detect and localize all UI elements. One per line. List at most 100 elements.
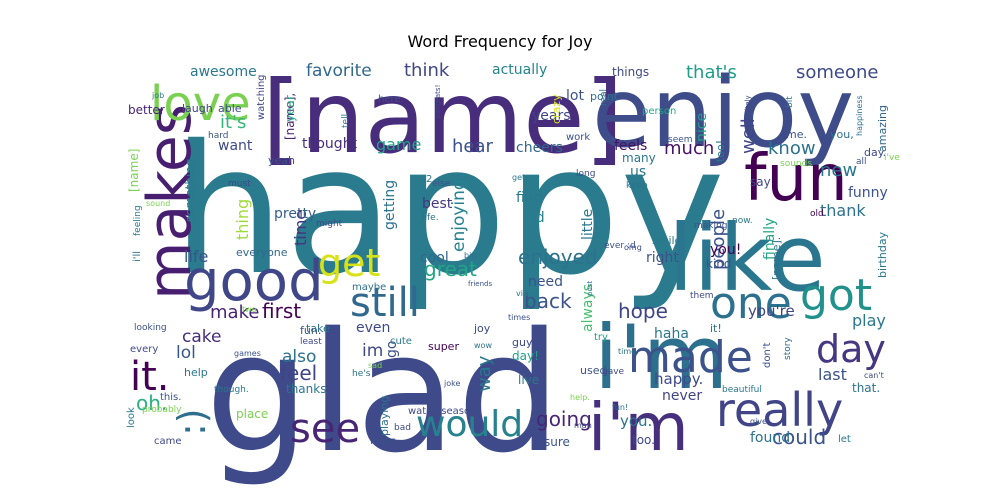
- word-old: old: [810, 209, 824, 219]
- word-must: must: [228, 179, 251, 189]
- word-happy: happy: [172, 107, 725, 314]
- word-place: place: [236, 407, 268, 421]
- word-ever-d: ever :d: [604, 241, 636, 251]
- word-best: best: [422, 196, 453, 212]
- word-story: story: [783, 337, 793, 360]
- word-nice: nice: [694, 113, 710, 142]
- word-new: new: [820, 160, 857, 181]
- word-able: able: [218, 102, 242, 115]
- word-well: well: [738, 118, 759, 154]
- word-big: big: [464, 251, 476, 260]
- word-friends: friends: [468, 280, 492, 288]
- word-work: work: [566, 132, 590, 143]
- word-them: them.: [690, 291, 716, 301]
- word-going: going: [536, 407, 592, 431]
- word-name: [name],: [283, 93, 297, 140]
- word-too: too!: [714, 140, 727, 162]
- word-keep: keep: [626, 181, 648, 191]
- word-name: [name].: [770, 237, 783, 280]
- word-name: [name]: [127, 149, 141, 192]
- word-birthday: birthday: [876, 231, 889, 278]
- word-better: better: [128, 103, 165, 117]
- word-you: you.: [620, 412, 652, 430]
- word-always: always: [580, 284, 596, 332]
- word-post: post: [586, 281, 594, 296]
- word-yeah: yeah: [268, 154, 295, 167]
- word-live: live: [518, 373, 539, 387]
- word-happiness: happiness: [855, 95, 864, 136]
- word-give: give: [750, 417, 767, 426]
- word-times: times: [508, 313, 530, 322]
- word-least: least: [300, 337, 322, 347]
- word-cheers: cheers: [516, 140, 563, 156]
- word-he-s: he's: [352, 369, 371, 379]
- word-still: still: [350, 280, 420, 326]
- word-little: little: [580, 209, 596, 240]
- word-im: im: [362, 341, 383, 361]
- word-you-re: you're: [748, 302, 795, 320]
- word-go: go: [384, 341, 400, 358]
- word-hard: hard: [208, 131, 228, 141]
- word-bad: bad: [394, 423, 411, 433]
- word-you: you,: [830, 128, 854, 141]
- word-games: games: [234, 349, 261, 358]
- word-feels: feels: [614, 138, 647, 154]
- word-back: back: [524, 289, 572, 313]
- word-tell: tell: [341, 114, 351, 128]
- word-help: help: [184, 366, 208, 379]
- word-beautiful: beautiful: [722, 385, 762, 395]
- word-feel: feel: [280, 361, 317, 385]
- word-gave: gave: [602, 367, 625, 377]
- word-definitely: definitely: [744, 95, 752, 128]
- word-thing: thing: [233, 199, 252, 240]
- word-gets: gets: [512, 173, 529, 182]
- word-fun: fun!: [612, 403, 628, 412]
- word-sure: sure: [544, 435, 570, 449]
- word-thought: thought: [302, 136, 358, 152]
- word-glad: glad: [205, 297, 561, 489]
- word-last: last: [818, 365, 847, 384]
- word-want: want: [218, 138, 253, 154]
- word-sounds: sounds: [780, 159, 812, 169]
- word-looking: looking: [134, 323, 167, 333]
- word-me: me.: [786, 128, 807, 141]
- word-love: love: [150, 76, 251, 132]
- word-haha: haha: [654, 326, 689, 342]
- word-made: made: [628, 332, 753, 383]
- word-all: all: [856, 157, 867, 167]
- word-much: much: [664, 138, 714, 159]
- word-happy: happy.: [654, 370, 703, 388]
- word-i-ve: i've: [884, 153, 900, 163]
- word-see: see: [290, 406, 360, 452]
- word-try: try: [594, 332, 608, 343]
- word-make: make: [210, 302, 259, 323]
- word-name: [name]: [262, 59, 624, 176]
- word-really: really: [716, 383, 843, 437]
- word-probably: probably: [142, 405, 182, 415]
- word-crazy: crazy: [550, 94, 563, 124]
- word-finally: finally: [762, 218, 778, 260]
- word-i-d: i'd: [528, 210, 545, 226]
- word-like: like: [668, 205, 826, 312]
- word-amazing: amazing: [876, 105, 889, 152]
- word-lol: lol: [176, 343, 196, 363]
- word-year: year: [283, 95, 297, 122]
- word-every: every: [130, 344, 158, 355]
- word-that-s: that's: [686, 62, 737, 83]
- word-life: life: [184, 247, 208, 266]
- word-life: life.: [422, 213, 439, 223]
- word-watching: watching: [256, 74, 267, 120]
- word-something: something: [183, 158, 197, 222]
- word-makes: makes: [135, 104, 205, 300]
- word-too: too.: [632, 433, 655, 447]
- word-else: else: [432, 179, 451, 189]
- word-super: super: [428, 340, 459, 353]
- word-cake: cake: [182, 327, 221, 347]
- word-this: this.: [160, 392, 181, 403]
- word-guy: guy: [512, 336, 533, 349]
- word-cute: cute: [390, 336, 412, 347]
- word-symbol: :): [170, 408, 214, 436]
- word-say: say: [750, 175, 771, 189]
- word-oh: oh.: [136, 391, 167, 415]
